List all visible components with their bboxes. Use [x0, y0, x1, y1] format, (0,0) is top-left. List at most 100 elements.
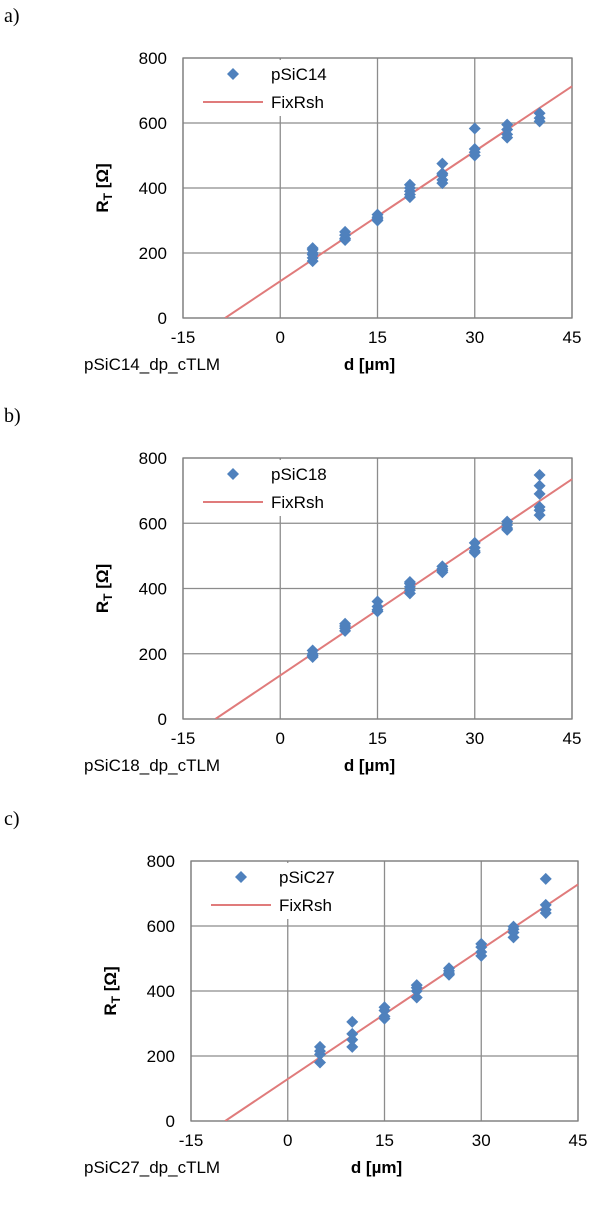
y-axis-title: RT [Ω] — [101, 966, 123, 1015]
x-tick-label: 30 — [465, 328, 484, 347]
data-point — [468, 536, 481, 549]
y-axis-title-sub: T — [101, 192, 115, 200]
legend-label: pSiC14 — [271, 65, 327, 84]
y-tick-label: 200 — [147, 1047, 175, 1066]
data-point — [533, 487, 546, 500]
y-axis-title: RT [Ω] — [93, 163, 115, 212]
data-point — [501, 515, 514, 528]
y-axis-title-unit: [Ω] — [93, 163, 112, 193]
data-point — [539, 898, 552, 911]
data-point — [436, 560, 449, 573]
legend-marker-points — [227, 68, 239, 80]
data-point — [378, 1001, 391, 1014]
y-tick-label: 400 — [139, 580, 167, 599]
data-point — [475, 937, 488, 950]
x-tick-label: 45 — [569, 1131, 588, 1150]
x-tick-label: 0 — [276, 328, 285, 347]
y-axis-title-main: R — [93, 601, 112, 613]
data-point — [339, 225, 352, 238]
data-point — [436, 157, 449, 170]
x-tick-label: 30 — [465, 729, 484, 748]
legend-marker-points — [227, 468, 239, 480]
data-point — [436, 167, 449, 180]
y-tick-label: 0 — [158, 309, 167, 328]
plot-frame — [182, 57, 573, 319]
legend-label: FixRsh — [279, 896, 332, 915]
y-axis-title: RT [Ω] — [93, 564, 115, 613]
legend: pSiC18 FixRsh — [201, 460, 369, 516]
y-axis-title-main: R — [101, 1003, 120, 1015]
y-axis-title-sub: T — [101, 593, 115, 601]
y-tick-label: 400 — [147, 982, 175, 1001]
x-tick-label: 0 — [276, 729, 285, 748]
x-tick-label: 45 — [563, 729, 582, 748]
legend-label: pSiC27 — [279, 868, 335, 887]
y-tick-label: 200 — [139, 244, 167, 263]
legend-label: pSiC18 — [271, 465, 327, 484]
x-tick-label: -15 — [171, 328, 196, 347]
fit-line-fixrsh — [224, 883, 579, 1121]
x-tick-label: 45 — [563, 328, 582, 347]
legend: pSiC14 FixRsh — [201, 60, 369, 116]
legend-label: FixRsh — [271, 93, 324, 112]
data-point — [501, 118, 514, 131]
y-tick-label: 800 — [147, 852, 175, 871]
y-axis-title-main: R — [93, 200, 112, 212]
y-tick-label: 600 — [139, 114, 167, 133]
panel-label: b) — [4, 405, 21, 427]
data-point — [346, 1015, 359, 1028]
data-point — [403, 178, 416, 191]
y-tick-label: 0 — [158, 710, 167, 729]
data-point — [443, 962, 455, 975]
x-tick-label: 0 — [283, 1131, 292, 1150]
y-tick-label: 600 — [139, 514, 167, 533]
plot-frame — [190, 860, 579, 1122]
y-tick-label: 200 — [139, 645, 167, 664]
legend-label: FixRsh — [271, 493, 324, 512]
data-point — [533, 479, 546, 492]
data-point — [339, 617, 352, 630]
fit-line-fixrsh — [214, 478, 573, 719]
data-point — [346, 1027, 359, 1040]
y-tick-label: 400 — [139, 179, 167, 198]
y-tick-label: 800 — [139, 49, 167, 68]
data-point — [468, 143, 481, 155]
legend-box — [201, 460, 369, 516]
data-point — [306, 242, 319, 255]
data-point — [314, 1056, 326, 1069]
data-point — [346, 1040, 359, 1053]
data-point — [468, 122, 481, 135]
panel-label: c) — [4, 808, 20, 830]
data-point — [371, 595, 384, 608]
data-point — [410, 991, 423, 1004]
series-area — [214, 478, 573, 719]
data-point — [371, 208, 384, 221]
x-tick-label: 30 — [472, 1131, 491, 1150]
data-point — [533, 500, 546, 513]
x-tick-label: 15 — [368, 729, 387, 748]
y-tick-label: 0 — [166, 1112, 175, 1131]
data-point — [539, 872, 552, 885]
x-axis-title: d [µm] — [344, 355, 395, 374]
x-tick-label: 15 — [375, 1131, 394, 1150]
data-point — [533, 107, 546, 120]
data-point — [533, 468, 546, 481]
x-tick-label: -15 — [171, 729, 196, 748]
y-axis-title-unit: [Ω] — [101, 966, 120, 996]
data-point — [314, 1040, 326, 1053]
data-point — [507, 920, 520, 933]
panel-label: a) — [4, 5, 20, 27]
legend-marker-points — [235, 871, 247, 883]
chart-caption: pSiC27_dp_cTLM — [84, 1158, 220, 1177]
legend: pSiC27 FixRsh — [209, 863, 377, 919]
series-area — [224, 85, 573, 318]
data-point — [410, 979, 423, 992]
data-point — [403, 575, 416, 588]
plot-frame — [182, 457, 573, 720]
legend-box — [209, 863, 377, 919]
y-axis-title-unit: [Ω] — [93, 564, 112, 594]
